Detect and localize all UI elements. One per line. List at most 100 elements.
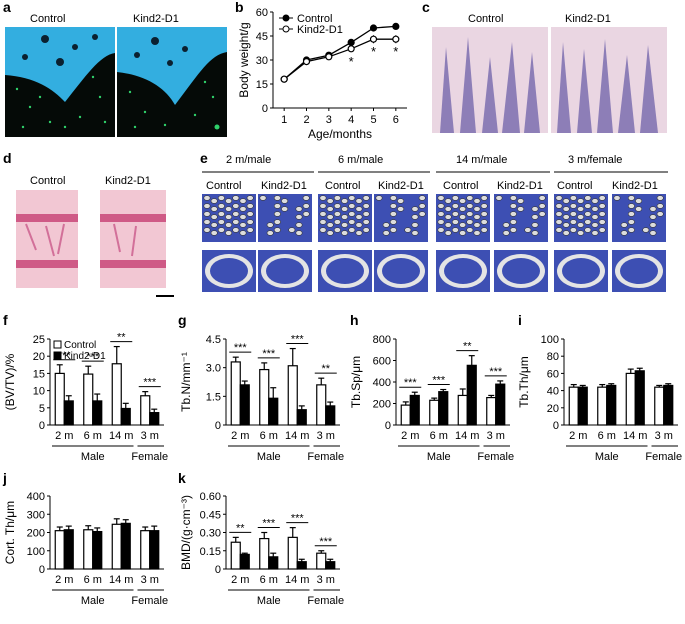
microct-trabecula [473,214,481,220]
microct-trabecula [239,206,247,212]
microct-trabecula [466,227,474,233]
microct-trabecula [444,222,452,228]
microct-trabecula [225,198,233,204]
microct-trabecula [598,195,606,201]
f-x-tick-label: 14 m [109,430,133,442]
microct-trabecula [598,203,606,209]
panel-e-header-6m: 6 m/male [338,154,384,166]
j-group-label-female: Female [131,595,168,607]
microct-trabecula [333,195,341,201]
microct-trabecula [326,214,334,220]
microct-trabecula [355,222,363,228]
g-y-tick-label: 3.0 [206,363,221,375]
f-bar [92,400,103,426]
microct-trabecula [649,230,657,236]
microct-trabecula [341,198,349,204]
microct-trabecula [437,195,445,201]
h-significance: *** [432,375,446,387]
microct-trabecula [232,195,240,201]
microct-trabecula [411,230,419,236]
microct-trabecula [480,227,488,233]
h-x-tick-label: 2 m [401,430,419,442]
microct-trabecula [620,222,628,228]
b-x-tick-label: 1 [281,114,287,126]
microct-trabecula [437,219,445,225]
microct-trabecula [326,222,334,228]
microct-pair-7 [612,194,666,292]
microct-cortical-lumen [562,258,600,284]
b-point [369,24,378,32]
f-bar [63,400,74,426]
microct-trabecula [598,227,606,233]
b-x-tick-label: 6 [393,114,399,126]
k-group-label-male: Male [257,595,281,607]
i-bar [597,386,608,426]
f-y-tick-label: 5 [39,403,45,415]
microct-trabecula [225,222,233,228]
microct-trabecula [480,219,488,225]
i-bar [625,372,636,426]
microct-trabecula [473,230,481,236]
microct-trabecula [569,195,577,201]
he-bone-kind2-plate [100,214,166,268]
panel-d-control-label: Control [30,175,66,187]
microct-trabecula [466,203,474,209]
g-x-tick-label: 6 m [260,430,278,442]
microct-trabecula [591,206,599,212]
microct-trabecula [509,211,517,217]
b-legend-label: Control [297,13,332,25]
panel-a-control-label: Control [30,13,66,25]
microct-trabecula [584,203,592,209]
i-y-tick-label: 100 [541,334,559,346]
k-bar [259,537,270,570]
microct-trabecula [635,198,643,204]
microct-trabecula [524,227,532,233]
b-x-tick-label: 3 [326,114,332,126]
microct-trabecula [341,206,349,212]
j-y-tick-label: 300 [27,509,45,521]
microct-trabecula [451,195,459,201]
i-bar [634,370,645,426]
microct-trabecula [555,211,563,217]
microct-trabecula [333,219,341,225]
microct-trabecula [480,211,488,217]
b-legend-marker [282,25,290,33]
panel-e-kind2-6m: Kind2-D1 [378,180,424,192]
f-y-tick-label: 25 [33,334,45,346]
b-point [347,45,355,53]
f-significance: *** [86,351,100,363]
microct-trabecula [591,230,599,236]
microct-cortical-lumen [502,258,540,284]
g-significance: *** [291,334,305,346]
microct-cortical-lumen [444,258,482,284]
microct-trabecula [302,211,310,217]
microct-trabecula [627,211,635,217]
microct-trabecula [466,219,474,225]
microct-trabecula [591,198,599,204]
i-y-tick-label: 80 [547,351,559,363]
microct-pair-2 [318,194,372,292]
microct-trabecula [577,198,585,204]
microct-trabecula [239,214,247,220]
f-group-label-female: Female [131,451,168,463]
he-bone-scale-bar [156,295,174,297]
f-bar [140,395,151,426]
microct-trabecula [302,203,310,209]
f-bar [54,372,65,426]
microct-trabecula [451,227,459,233]
f-y-tick-label: 10 [33,386,45,398]
panel-i-bar-chart: 0 20 40 60 80 100 Tb.Th/μm 2 m 6 m 14 m 3 m Male Fem… [517,334,682,463]
microct-trabecula [411,214,419,220]
panel-c-histology-images [432,27,667,133]
microct-trabecula [627,203,635,209]
microct-trabecula [569,227,577,233]
b-y-tick-label: 60 [256,7,268,19]
microct-pair-5 [494,194,548,292]
k-y-tick-label: 0.45 [200,509,221,521]
h-x-tick-label: 14 m [455,430,479,442]
microct-trabecula [333,211,341,217]
i-x-tick-label: 2 m [569,430,587,442]
microct-cortical-lumen [620,258,658,284]
microct-trabecula [348,227,356,233]
k-significance: ** [236,522,245,534]
